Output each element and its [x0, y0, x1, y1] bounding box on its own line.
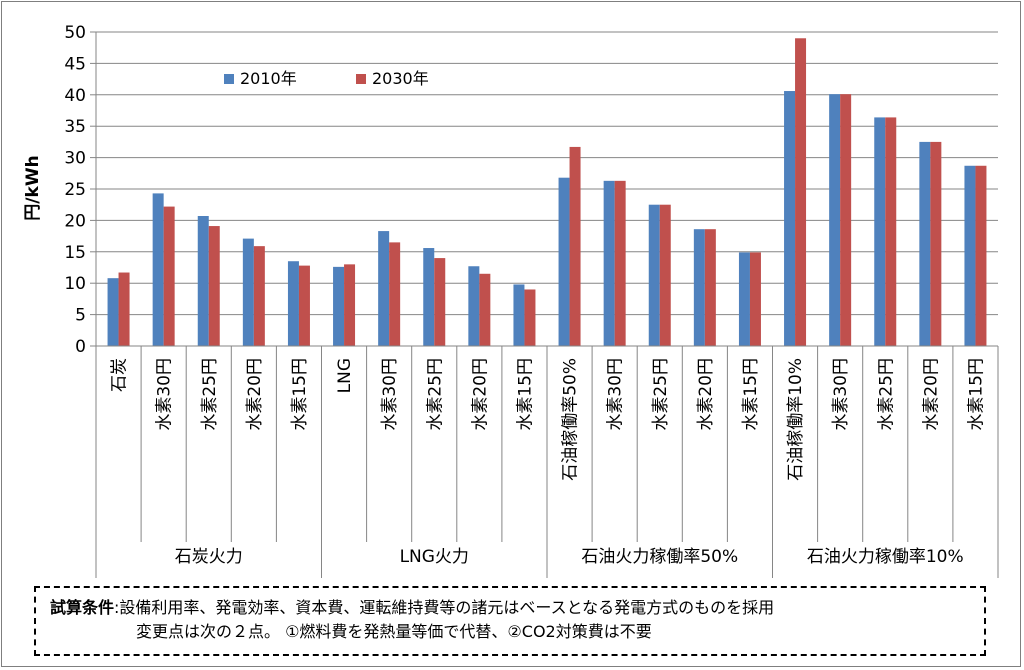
x-tick-label: 水素15円 — [515, 358, 535, 431]
y-tick-label: 45 — [64, 54, 86, 74]
conditions-label: 試算条件 — [50, 598, 115, 617]
bar-2030年-水素25円 — [659, 204, 671, 346]
x-tick-label: 水素15円 — [290, 358, 310, 431]
legend-swatch-2030 — [356, 74, 366, 84]
bar-2030年-水素20円 — [479, 273, 491, 346]
x-tick-label: 水素20円 — [470, 358, 490, 431]
y-tick-label: 5 — [75, 306, 86, 326]
bar-2010年-水素25円 — [423, 248, 435, 346]
bar-2030年-石油稼働率50% — [569, 146, 581, 346]
bar-2030年-石油稼働率10% — [795, 38, 807, 346]
x-tick-label: 水素25円 — [651, 358, 671, 431]
bar-2010年-水素30円 — [603, 180, 615, 346]
bar-2030年-水素15円 — [524, 289, 536, 346]
group-label: 石油火力稼働率50% — [581, 547, 738, 567]
bar-2010年-水素30円 — [152, 193, 164, 346]
conditions-line-1: 試算条件:設備利用率、発電効率、資本費、運転維持費等の諸元はベースとなる発電方式… — [50, 596, 974, 620]
x-tick-label: 水素30円 — [831, 358, 851, 431]
y-tick-label: 30 — [64, 149, 86, 169]
bar-2030年-水素15円 — [749, 252, 761, 346]
y-tick-label: 25 — [64, 180, 86, 200]
bar-2030年-水素25円 — [208, 226, 220, 346]
bar-2030年-水素30円 — [614, 180, 626, 346]
group-label: 石油火力稼働率10% — [807, 547, 964, 567]
conditions-text-1: :設備利用率、発電効率、資本費、運転維持費等の諸元はベースとなる発電方式のものを… — [114, 598, 775, 617]
bar-2010年-LNG — [333, 266, 345, 346]
bar-2010年-水素15円 — [738, 252, 750, 346]
y-axis-title: 円/kWh — [23, 155, 43, 220]
x-tick-label: 水素25円 — [876, 358, 896, 431]
x-tick-label: 水素30円 — [380, 358, 400, 431]
y-tick-label: 50 — [64, 23, 86, 43]
x-tick-label: 石油稼働率50% — [561, 358, 581, 481]
legend-label-2010: 2010年 — [240, 69, 297, 88]
x-tick-label: 水素20円 — [696, 358, 716, 431]
x-tick-label: LNG — [335, 358, 355, 393]
bar-2030年-水素20円 — [930, 141, 942, 346]
x-tick-label: 水素25円 — [425, 358, 445, 431]
bar-2030年-水素30円 — [163, 206, 175, 346]
x-tick-label: 水素20円 — [921, 358, 941, 431]
x-tick-label: 水素20円 — [245, 358, 265, 431]
x-tick-label: 石炭 — [110, 358, 130, 392]
bar-2010年-水素25円 — [648, 204, 660, 346]
y-tick-label: 35 — [64, 117, 86, 137]
bar-2010年-水素25円 — [197, 216, 209, 346]
bar-2010年-水素20円 — [693, 229, 705, 346]
bar-2010年-水素15円 — [513, 284, 525, 346]
bar-2010年-石炭 — [107, 278, 119, 346]
bar-chart: 0 5 10 15 20 25 30 35 40 45 50 石炭 水素30円 水素25円 水素20円 水素1… — [23, 23, 999, 578]
y-tick-label: 15 — [64, 243, 86, 263]
bar-2010年-水素30円 — [829, 94, 841, 346]
bar-2030年-水素20円 — [704, 229, 716, 346]
conditions-line-2: 変更点は次の２点。 ①燃料費を発熱量等価で代替、②CO2対策費は不要 — [136, 622, 652, 641]
bar-2010年-水素25円 — [874, 117, 886, 347]
x-tick-label: 水素15円 — [741, 358, 761, 431]
bar-2010年-水素15円 — [287, 261, 299, 346]
axes: 0 5 10 15 20 25 30 35 40 45 50 石炭 水素30円 水素25円 水素20円 水素1… — [64, 23, 999, 578]
x-tick-label: 水素30円 — [606, 358, 626, 431]
legend: 2010年 2030年 — [224, 69, 429, 88]
bar-2030年-水素30円 — [840, 94, 852, 346]
bar-2010年-水素20円 — [468, 266, 480, 346]
y-tick-label: 0 — [75, 337, 86, 357]
x-tick-label: 水素30円 — [155, 358, 175, 431]
x-tick-label: 水素25円 — [200, 358, 220, 431]
bar-2010年-水素15円 — [964, 165, 976, 346]
bar-2010年-石油稼働率10% — [784, 91, 796, 346]
x-tick-label: 水素15円 — [966, 358, 986, 431]
bar-2030年-水素15円 — [975, 165, 987, 346]
calculation-conditions-box: 試算条件:設備利用率、発電効率、資本費、運転維持費等の諸元はベースとなる発電方式… — [34, 586, 986, 656]
legend-label-2030: 2030年 — [372, 69, 429, 88]
group-label: 石炭火力 — [175, 547, 243, 567]
bar-2030年-水素15円 — [298, 265, 310, 346]
bar-2030年-石炭 — [118, 272, 130, 346]
bar-2010年-水素20円 — [919, 141, 931, 346]
bar-2030年-水素30円 — [389, 242, 401, 346]
bar-2010年-石油稼働率50% — [558, 177, 570, 346]
bars — [107, 38, 987, 347]
y-tick-label: 40 — [64, 86, 86, 106]
bar-2010年-水素20円 — [242, 238, 254, 346]
legend-swatch-2010 — [224, 74, 234, 84]
bar-2030年-水素25円 — [434, 258, 446, 346]
bar-2010年-水素30円 — [378, 231, 390, 346]
y-tick-label: 10 — [64, 274, 86, 294]
y-tick-label: 20 — [64, 211, 86, 231]
group-label: LNG火力 — [400, 547, 469, 567]
bar-2030年-水素20円 — [253, 246, 265, 346]
x-tick-label: 石油稼働率10% — [786, 358, 806, 481]
bar-2030年-LNG — [344, 264, 356, 346]
bar-2030年-水素25円 — [885, 117, 897, 347]
